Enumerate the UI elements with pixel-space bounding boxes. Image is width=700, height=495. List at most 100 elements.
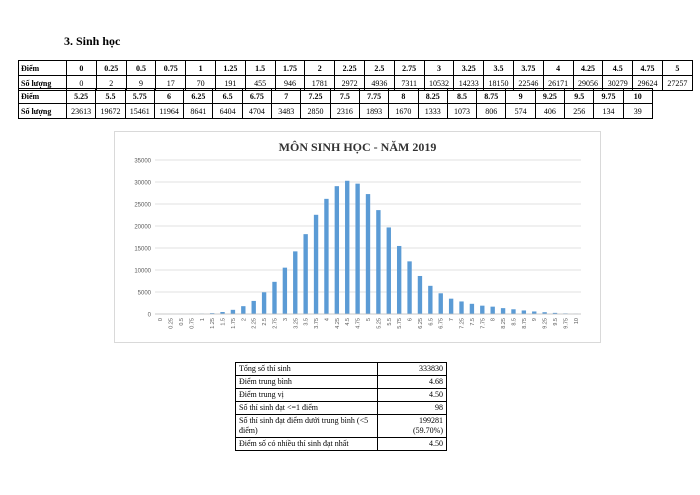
count-cell: 406 [534,103,566,119]
chart-bar [417,275,423,314]
summary-row: Điểm trung vị 4.50 [235,388,447,402]
chart-bar [261,292,267,314]
chart-bar [480,305,485,314]
chart-bar [345,180,350,314]
count-cell: 806 [476,103,507,119]
chart-bar [448,298,454,314]
summary-value-main: 333830 [419,364,443,373]
score-row-header: Điểm [18,60,67,76]
x-tick-label: 5.25 [376,318,382,329]
summary-row: Tổng số thí sinh 333830 [235,362,447,376]
score-cell: 9.5 [564,88,595,104]
chart-bar [500,308,506,314]
chart-bar [428,285,433,314]
score-cell: 4.5 [602,60,634,76]
count-cell: 1333 [417,103,448,119]
summary-label: Tổng số thí sinh [235,362,378,376]
chart-bar [407,261,412,314]
x-tick-label: 1.5 [221,318,227,326]
x-tick-label: 4.25 [335,318,341,329]
score-cell: 1.5 [244,60,276,76]
chart-bar [220,311,225,314]
count-cell: 39 [622,103,653,119]
count-row-header: Số lượng [18,103,67,119]
x-tick-label: 9.25 [543,318,549,329]
x-tick-label: 8 [491,318,497,321]
summary-value: 333830 [377,362,447,376]
score-cell: 5 [661,60,693,76]
x-tick-label: 2 [241,318,247,321]
chart-bar [293,251,298,314]
x-tick-label: 2.25 [252,318,258,329]
x-tick-label: 8.75 [522,318,528,329]
score-cell: 10 [622,88,653,104]
count-cell: 2850 [300,103,331,119]
count-cell: 4704 [241,103,273,119]
score-cell: 3.5 [483,60,514,76]
summary-value-main: 98 [435,403,443,412]
score-cell: 5.75 [124,88,155,104]
chart-bar [396,245,402,314]
x-tick-label: 1.25 [210,318,216,329]
score-row: Điểm 0 0.25 0.5 0.75 1 1.25 1.5 1.75 2 2.25 2.5 2.7… [18,60,693,76]
count-cell: 27257 [661,75,693,91]
count-cell: 19672 [95,103,126,119]
score-cell: 2 [304,60,336,76]
x-tick-label: 7.75 [480,318,486,329]
count-row: Số lượng 23613 19672 15461 11964 8641 6404 470… [18,103,653,119]
count-cell: 8641 [183,103,214,119]
score-cell: 0 [66,60,97,76]
score-cell: 4 [542,60,574,76]
chart-bar [313,214,319,314]
score-cell: 5.25 [65,88,97,104]
chart-title: MÔN SINH HỌC - NĂM 2019 [278,140,437,154]
score-cell: 3.25 [453,60,485,76]
chart-bar [209,313,215,314]
chart-bar [542,312,547,314]
x-tick-label: 3 [283,318,289,321]
count-cell: 3483 [271,103,302,119]
y-tick-label: 25000 [134,203,151,209]
summary-label: Điểm số có nhiều thí sinh đạt nhất [235,437,378,451]
summary-label: Số thí sinh đạt điểm dưới trung bình (<5… [235,414,378,438]
score-cell: 3 [423,60,455,76]
count-cell: 256 [564,103,595,119]
count-cell: 2316 [329,103,360,119]
chart-bar [490,306,495,314]
score-cell: 2.75 [393,60,425,76]
x-tick-label: 4.75 [356,318,362,329]
x-tick-label: 3.75 [314,318,320,329]
score-cell: 8 [388,88,419,104]
chart-bar [459,301,464,314]
y-tick-label: 30000 [134,181,151,187]
summary-row: Điểm số có nhiều thí sinh đạt nhất 4.50 [235,437,447,451]
score-cell: 4.25 [572,60,604,76]
score-cell: 3.75 [512,60,544,76]
summary-table: Tổng số thí sinh 333830 Điểm trung bình 4.6… [235,362,447,451]
score-cell: 1 [185,60,216,76]
y-tick-label: 5000 [138,291,152,297]
summary-value: 98 [377,401,447,415]
y-tick-label: 20000 [134,225,151,231]
chart-bar [324,198,329,314]
count-cell: 1073 [446,103,478,119]
y-tick-label: 0 [148,313,152,319]
x-tick-label: 6.5 [428,318,434,326]
summary-value-main: 4.50 [429,439,443,448]
summary-value-main: 4.50 [429,390,443,399]
x-tick-label: 4 [324,318,330,321]
score-cell: 6 [153,88,185,104]
x-tick-label: 3.25 [293,318,299,329]
chart-plot: 0 5000 10000 15000 20000 25000 30000 35000 0 0.25… [134,159,581,329]
y-tick-label: 35000 [134,159,151,165]
chart-bar [230,309,236,314]
x-tick-label: 8.5 [511,318,517,326]
x-tick-label: 9.5 [553,318,559,326]
chart-bar [303,234,308,314]
x-tick-label: 0 [158,318,164,321]
score-cell: 1.75 [274,60,306,76]
chart-bar [521,310,527,314]
x-tick-label: 6 [408,318,414,321]
score-cell: 2.5 [363,60,395,76]
score-cell: 1.25 [214,60,246,76]
